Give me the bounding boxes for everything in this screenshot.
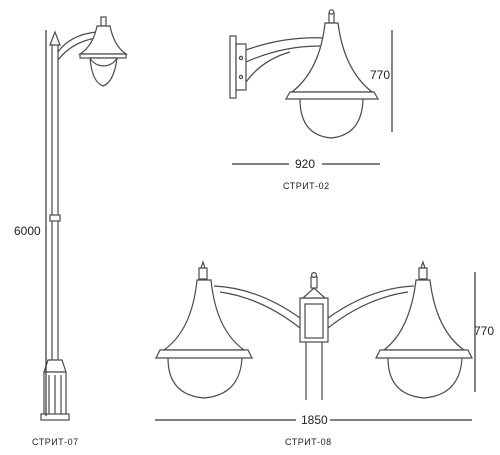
wall-lamp-drawing: [229, 9, 393, 165]
double-lamp-drawing: [155, 260, 476, 421]
pole-model-caption: СТРИТ-07: [32, 437, 79, 447]
double-model-caption: СТРИТ-08: [285, 437, 332, 447]
pole-lamp-drawing: [40, 16, 128, 421]
pole-height-label: 6000: [14, 224, 41, 238]
wall-model-caption: СТРИТ-02: [283, 181, 330, 191]
wall-width-label: 920: [295, 157, 316, 171]
double-height-label: 770: [474, 324, 495, 338]
wall-height-label: 770: [370, 68, 391, 82]
double-width-label: 1850: [301, 413, 328, 427]
